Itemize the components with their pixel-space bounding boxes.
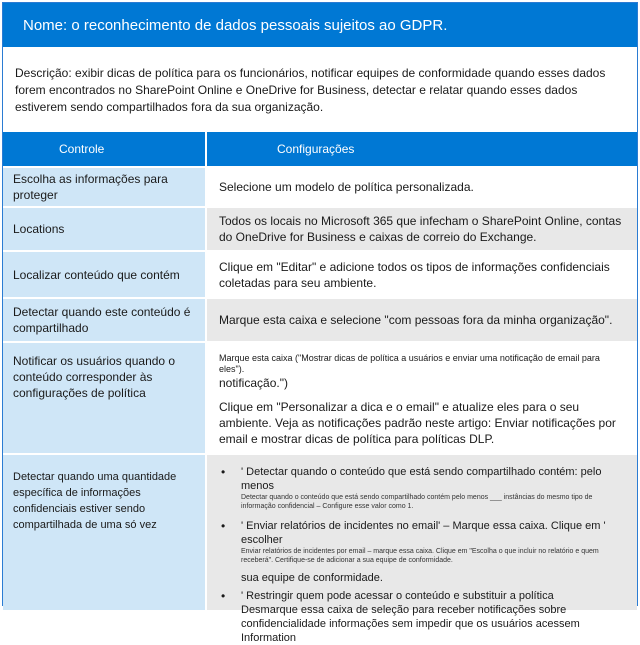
table-row: Notificar os usuários quando o conteúdo … (3, 341, 637, 453)
table-row: Detectar quando este conteúdo é comparti… (3, 297, 637, 341)
control-cell: Detectar quando este conteúdo é comparti… (3, 299, 207, 341)
page-title: Nome: o reconhecimento de dados pessoais… (3, 3, 637, 47)
bullet-text: ' Restringir quem pode acessar o conteúd… (241, 590, 554, 602)
description: Descrição: exibir dicas de política para… (15, 66, 606, 114)
setting-text: Clique em "Personalizar a dica e o email… (219, 400, 616, 446)
setting-cell: Selecione um modelo de política personal… (219, 180, 474, 194)
table-row: Escolha as informações para proteger Sel… (3, 166, 637, 206)
setting-cell: Todos os locais no Microsoft 365 que inf… (207, 208, 637, 250)
bullet-item: ' Detectar quando o conteúdo que está se… (219, 465, 625, 511)
bullet-text: Information (241, 632, 297, 644)
bullet-text: Desmarque essa caixa de seleção para rec… (241, 604, 580, 630)
bullet-text-small: Enviar relatórios de incidentes por emai… (241, 548, 599, 564)
bullet-item: ' Restringir quem pode acessar o conteúd… (219, 589, 625, 645)
setting-text-small: Marque esta caixa ("Mostrar dicas de pol… (219, 353, 600, 374)
bullet-text: ' Detectar quando o conteúdo que está se… (241, 466, 602, 492)
table-row: Localizar conteúdo que contém Clique em … (3, 250, 637, 297)
control-cell: Locations (3, 208, 207, 250)
setting-cell: Marque esta caixa ("Mostrar dicas de pol… (207, 343, 637, 453)
table-row: Locations Todos os locais no Microsoft 3… (3, 206, 637, 250)
bullet-text: ' Enviar relatórios de incidentes no ema… (241, 520, 606, 546)
control-cell: Escolha as informações para proteger (3, 168, 207, 206)
bullet-text-small: Detectar quando o conteúdo que está send… (241, 494, 593, 510)
control-cell: Notificar os usuários quando o conteúdo … (3, 343, 207, 453)
bullet-text: sua equipe de conformidade. (241, 572, 383, 584)
setting-text: notificação.") (219, 376, 288, 390)
column-header-control: Controle (3, 132, 207, 166)
control-cell: Detectar quando uma quantidade específic… (3, 455, 207, 610)
setting-cell: ' Detectar quando o conteúdo que está se… (207, 455, 637, 644)
bullet-item: ' Enviar relatórios de incidentes no ema… (219, 519, 625, 585)
table-header: Controle Configurações (3, 132, 637, 166)
column-header-settings: Configurações (207, 132, 637, 166)
control-cell: Localizar conteúdo que contém (3, 252, 207, 297)
setting-cell: Clique em "Editar" e adicione todos os t… (219, 259, 610, 290)
setting-cell: Marque esta caixa e selecione "com pesso… (207, 299, 637, 341)
table-row: Detectar quando uma quantidade específic… (3, 453, 637, 644)
